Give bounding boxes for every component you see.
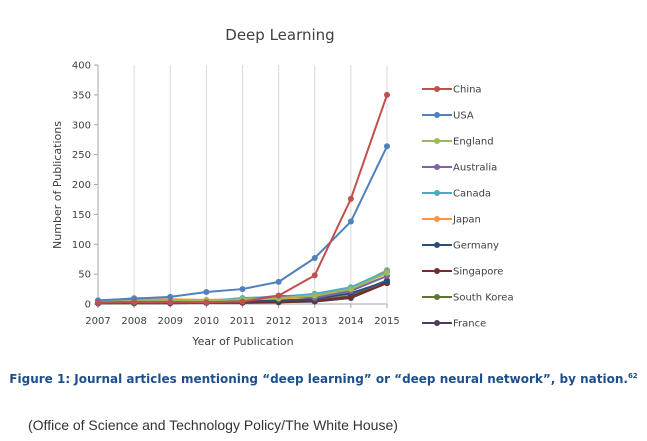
data-point-england [347,286,354,293]
data-point-china [347,195,354,202]
x-tick-label: 2013 [302,316,327,327]
legend-marker-france [434,320,440,326]
series-china [95,91,390,306]
legend-item-canada: Canada [422,189,491,200]
y-tick-label: 350 [72,90,91,101]
legend-item-japan: Japan [422,215,481,226]
legend-item-australia: Australia [422,163,497,174]
legend-marker-germany [434,242,440,248]
legend-item-singapore: Singapore [422,267,503,278]
x-tick-label: 2009 [158,316,183,327]
legend-item-china: China [422,85,482,96]
data-point-england [311,292,318,299]
deep-learning-chart: Deep Learning 0 50 100 150 200 250 300 350 400 20… [51,26,514,348]
figure-caption: Figure 1: Journal articles mentioning “d… [0,372,647,386]
y-tick-label: 300 [72,120,91,131]
legend-item-france: France [422,319,486,330]
data-point-germany [384,278,390,285]
x-tick-label: 2011 [230,316,255,327]
legend-marker-usa [434,112,440,118]
x-tick-label: 2007 [85,316,110,327]
chart-title: Deep Learning [225,26,334,44]
legend-label-singapore: Singapore [453,267,503,278]
legend-item-south-korea: South Korea [422,293,514,304]
data-point-usa [311,254,318,261]
x-tick-label: 2012 [266,316,291,327]
legend-marker-singapore [434,268,440,274]
y-tick-label: 400 [72,61,91,72]
legend-item-germany: Germany [422,241,499,252]
data-point-usa [239,286,246,293]
legend: China USA England Australia Canada Japan Germa… [422,85,514,330]
data-point-china [239,298,246,305]
legend-label-canada: Canada [453,189,491,200]
legend-marker-south-korea [434,294,440,300]
x-tick-label: 2014 [338,316,363,327]
source-credit: (Office of Science and Technology Policy… [28,417,398,433]
legend-label-france: France [453,319,486,330]
y-tick-label: 50 [78,270,91,281]
legend-label-england: England [453,137,494,148]
legend-item-england: England [422,137,494,148]
y-tick-label: 200 [72,180,91,191]
legend-marker-japan [434,216,440,222]
x-tick-label: 2015 [374,316,399,327]
legend-label-germany: Germany [453,241,499,252]
data-point-usa [275,278,282,285]
data-point-usa [347,218,354,225]
x-axis-label: Year of Publication [191,335,293,348]
y-tick-label: 0 [85,300,91,311]
legend-marker-china [434,86,440,92]
data-point-usa [167,293,174,300]
figure-caption-footnote: 62 [627,372,638,380]
legend-marker-england [434,138,440,144]
legend-label-china: China [453,85,482,96]
legend-label-australia: Australia [453,163,497,174]
y-tick-label: 100 [72,240,91,251]
data-point-usa [384,143,390,150]
grid-layer [133,65,388,304]
data-point-china [95,299,101,306]
series-layer [95,91,390,307]
y-axis-label: Number of Publications [51,121,64,249]
data-point-usa [203,289,210,296]
axis-layer: 0 50 100 150 200 250 300 350 400 2007 2008 2009 2010… [72,61,400,328]
data-point-china [275,292,282,299]
data-point-china [384,91,390,98]
legend-marker-australia [434,164,440,170]
x-tick-label: 2008 [121,316,146,327]
legend-label-japan: Japan [452,215,481,226]
y-tick-label: 150 [72,210,91,221]
data-point-china [131,299,138,306]
data-point-china [311,272,318,279]
legend-item-usa: USA [422,111,474,122]
data-point-england [384,269,390,276]
legend-marker-canada [434,190,440,196]
x-tick-label: 2010 [194,316,219,327]
data-point-china [167,299,174,306]
legend-label-usa: USA [453,111,474,122]
legend-label-south-korea: South Korea [453,293,514,304]
y-tick-label: 250 [72,150,91,161]
figure-caption-text: Figure 1: Journal articles mentioning “d… [9,372,628,386]
data-point-china [203,299,210,306]
